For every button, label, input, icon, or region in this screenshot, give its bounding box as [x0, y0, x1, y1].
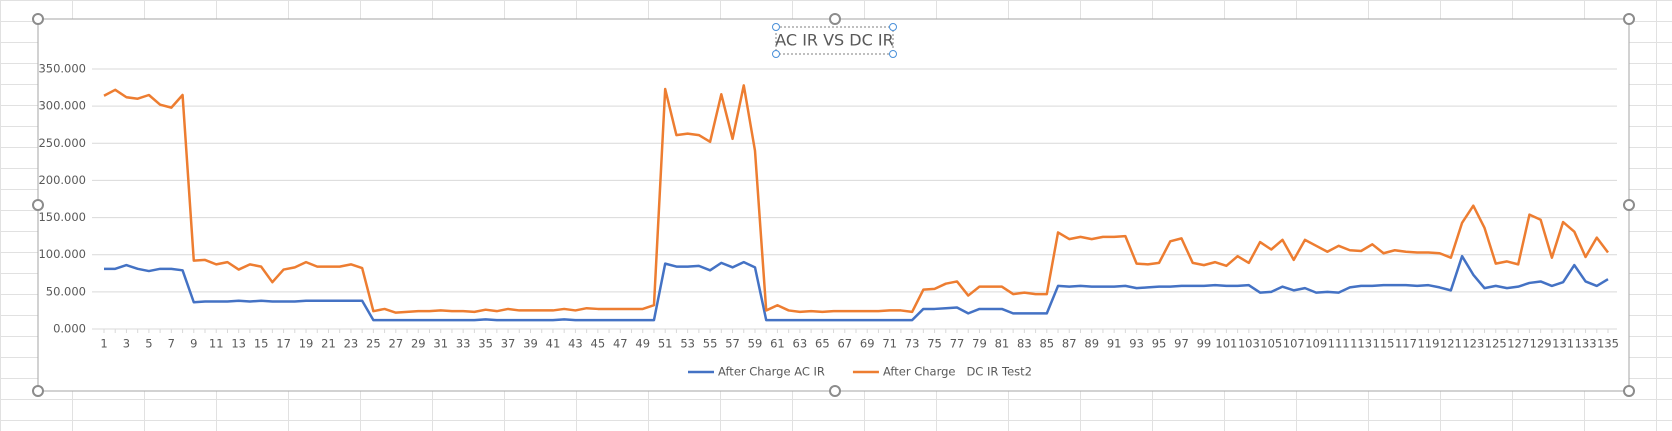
handle[interactable] — [1623, 385, 1635, 397]
handle[interactable] — [829, 13, 841, 25]
y-tick-label: 200.000 — [38, 173, 86, 187]
y-tick-label: 50.000 — [46, 284, 86, 298]
legend-label: After Charge DC IR Test2 — [883, 365, 1032, 379]
handle[interactable] — [772, 23, 780, 31]
x-tick-label: 119 — [1417, 337, 1439, 351]
y-tick-label: 100.000 — [38, 247, 86, 261]
title-handles — [772, 23, 897, 58]
x-tick-label: 35 — [478, 337, 493, 351]
x-tick-label: 29 — [411, 337, 426, 351]
chart-area[interactable] — [37, 18, 1630, 392]
x-tick-label: 95 — [1152, 337, 1167, 351]
x-tick-label: 135 — [1597, 337, 1619, 351]
x-tick-label: 133 — [1575, 337, 1597, 351]
x-tick-label: 61 — [770, 337, 785, 351]
y-tick-label: 0.000 — [53, 322, 86, 336]
x-tick-label: 91 — [1107, 337, 1122, 351]
series-line — [103, 84, 1609, 314]
x-tick-label: 5 — [145, 337, 152, 351]
x-tick-label: 129 — [1530, 337, 1552, 351]
x-tick-label: 103 — [1238, 337, 1260, 351]
x-tick-label: 31 — [433, 337, 448, 351]
x-tick-label: 65 — [815, 337, 830, 351]
handle[interactable] — [1623, 13, 1635, 25]
x-tick-label: 121 — [1440, 337, 1462, 351]
x-tick-label: 115 — [1373, 337, 1395, 351]
x-tick-label: 89 — [1084, 337, 1099, 351]
x-tick-label: 23 — [344, 337, 359, 351]
x-tick-label: 69 — [860, 337, 875, 351]
handle[interactable] — [829, 385, 841, 397]
x-tick-label: 37 — [501, 337, 516, 351]
x-tick-label: 81 — [995, 337, 1010, 351]
x-tick-label: 125 — [1485, 337, 1507, 351]
x-tick-label: 109 — [1305, 337, 1327, 351]
y-tick-label: 250.000 — [38, 136, 86, 150]
handle[interactable] — [32, 199, 44, 211]
handle[interactable] — [889, 23, 897, 31]
x-tick-label: 85 — [1039, 337, 1054, 351]
x-tick-label: 3 — [123, 337, 130, 351]
x-tick-label: 73 — [905, 337, 920, 351]
x-tick-label: 77 — [950, 337, 965, 351]
x-tick-label: 127 — [1507, 337, 1529, 351]
x-tick-label: 59 — [748, 337, 763, 351]
x-tick-label: 19 — [299, 337, 314, 351]
x-tick-label: 21 — [321, 337, 336, 351]
x-tick-label: 79 — [972, 337, 987, 351]
x-tick-label: 11 — [209, 337, 224, 351]
x-tick-label: 131 — [1552, 337, 1574, 351]
x-tick-label: 99 — [1197, 337, 1212, 351]
x-tick-label: 93 — [1129, 337, 1144, 351]
handle[interactable] — [32, 13, 44, 25]
x-tick-label: 75 — [927, 337, 942, 351]
handles — [32, 13, 1635, 397]
x-tick-label: 25 — [366, 337, 381, 351]
x-tick-label: 67 — [837, 337, 852, 351]
series-line — [104, 254, 1609, 322]
x-tick-label: 49 — [635, 337, 650, 351]
x-tick-label: 13 — [231, 337, 246, 351]
y-tick-label: 350.000 — [38, 62, 86, 76]
x-tick-label: 1 — [100, 337, 107, 351]
x-tick-label: 71 — [882, 337, 897, 351]
x-tick-label: 123 — [1462, 337, 1484, 351]
x-tick-label: 113 — [1350, 337, 1372, 351]
x-tick-label: 117 — [1395, 337, 1417, 351]
legend-label: After Charge AC IR — [718, 365, 825, 379]
x-tick-label: 83 — [1017, 337, 1032, 351]
x-tick-label: 101 — [1215, 337, 1237, 351]
handle[interactable] — [889, 50, 897, 58]
x-tick-label: 33 — [456, 337, 471, 351]
x-tick-label: 87 — [1062, 337, 1077, 351]
y-tick-label: 150.000 — [38, 210, 86, 224]
x-tick-label: 45 — [591, 337, 606, 351]
x-tick-label: 27 — [389, 337, 404, 351]
x-tick-label: 51 — [658, 337, 673, 351]
handle[interactable] — [772, 50, 780, 58]
y-tick-label: 300.000 — [38, 99, 86, 113]
x-tick-label: 7 — [168, 337, 175, 351]
x-tick-label: 55 — [703, 337, 718, 351]
x-tick-label: 63 — [793, 337, 808, 351]
x-tick-label: 41 — [546, 337, 561, 351]
x-tick-label: 105 — [1260, 337, 1282, 351]
chart-title: AC IR VS DC IR — [775, 31, 893, 50]
handle[interactable] — [32, 385, 44, 397]
x-tick-label: 97 — [1174, 337, 1189, 351]
x-tick-label: 53 — [680, 337, 695, 351]
x-tick-label: 39 — [523, 337, 538, 351]
x-tick-label: 17 — [276, 337, 291, 351]
x-tick-label: 47 — [613, 337, 628, 351]
x-tick-label: 15 — [254, 337, 269, 351]
x-tick-label: 107 — [1283, 337, 1305, 351]
x-tick-label: 57 — [725, 337, 740, 351]
x-tick-label: 43 — [568, 337, 583, 351]
x-tick-label: 9 — [190, 337, 197, 351]
handle[interactable] — [1623, 199, 1635, 211]
x-tick-label: 111 — [1328, 337, 1350, 351]
